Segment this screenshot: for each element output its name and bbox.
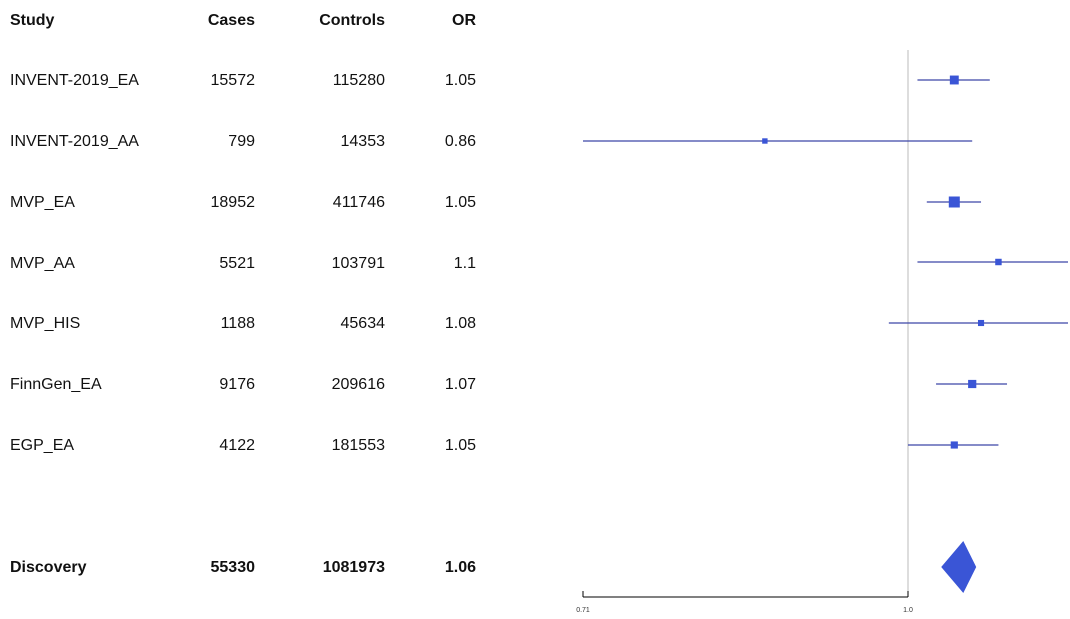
controls-value: 14353 <box>340 133 386 150</box>
study-name: MVP_AA <box>10 255 75 272</box>
point-marker <box>995 258 1002 266</box>
cases-value: 5521 <box>219 255 255 272</box>
or-value: 1.05 <box>444 72 476 89</box>
point-marker <box>948 196 960 208</box>
or-value: 1.05 <box>444 194 476 211</box>
summary-study-name: Discovery <box>10 559 87 576</box>
cases-value: 799 <box>228 133 255 150</box>
header-or: OR <box>452 12 476 29</box>
or-value: 1.05 <box>444 437 476 454</box>
point-marker <box>762 138 768 144</box>
cases-value: 4122 <box>219 437 255 454</box>
controls-value: 411746 <box>332 194 385 211</box>
or-value: 1.08 <box>444 315 476 332</box>
study-name: FinnGen_EA <box>10 376 102 393</box>
point-marker <box>977 319 985 327</box>
cases-value: 18952 <box>210 194 256 211</box>
study-name: INVENT-2019_EA <box>10 72 139 89</box>
study-name: INVENT-2019_AA <box>10 133 139 150</box>
controls-value: 181553 <box>331 437 385 454</box>
or-value: 1.07 <box>444 376 476 393</box>
cases-value: 1188 <box>220 315 255 332</box>
study-name: EGP_EA <box>10 437 75 454</box>
study-name: MVP_EA <box>10 194 75 211</box>
header-controls: Controls <box>319 12 385 29</box>
point-marker <box>968 379 977 389</box>
summary-controls-value: 1081973 <box>322 559 385 576</box>
summary-cases-value: 55330 <box>210 559 256 576</box>
x-tick-label: 1.0 <box>903 607 913 614</box>
cases-value: 9176 <box>219 376 255 393</box>
summary-diamond <box>941 541 977 593</box>
x-tick-label: 0.71 <box>576 607 590 614</box>
point-marker <box>949 75 959 85</box>
controls-value: 209616 <box>331 376 385 393</box>
header-study: Study <box>10 12 55 29</box>
controls-value: 45634 <box>340 315 386 332</box>
controls-value: 103791 <box>331 255 385 272</box>
point-marker <box>950 441 958 449</box>
study-name: MVP_HIS <box>10 315 81 332</box>
or-value: 0.86 <box>444 133 476 150</box>
controls-value: 115280 <box>332 72 385 89</box>
header-cases: Cases <box>207 12 255 29</box>
or-value: 1.1 <box>453 255 476 272</box>
summary-or-value: 1.06 <box>444 559 476 576</box>
cases-value: 15572 <box>210 72 256 89</box>
